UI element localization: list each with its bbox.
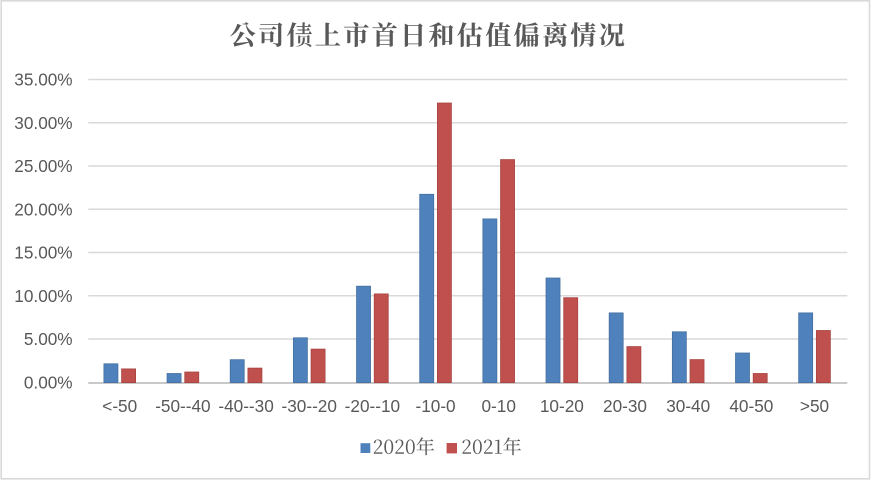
svg-text:0.00%: 0.00% [24, 372, 73, 392]
svg-text:30.00%: 30.00% [14, 113, 72, 133]
svg-text:-50--40: -50--40 [155, 396, 210, 416]
svg-text:>50: >50 [800, 396, 829, 416]
svg-text:25.00%: 25.00% [14, 156, 72, 176]
svg-text:15.00%: 15.00% [14, 243, 72, 263]
svg-text:30-40: 30-40 [666, 396, 710, 416]
svg-text:10-20: 10-20 [540, 396, 584, 416]
svg-text:40-50: 40-50 [729, 396, 773, 416]
svg-text:-20--10: -20--10 [345, 396, 400, 416]
svg-text:-40--30: -40--30 [218, 396, 273, 416]
svg-text:20.00%: 20.00% [14, 199, 72, 219]
svg-text:<-50: <-50 [102, 396, 137, 416]
svg-text:-10-0: -10-0 [415, 396, 455, 416]
svg-text:5.00%: 5.00% [24, 329, 73, 349]
svg-text:35.00%: 35.00% [14, 70, 72, 90]
svg-text:20-30: 20-30 [603, 396, 647, 416]
svg-text:-30--20: -30--20 [282, 396, 337, 416]
svg-text:0-10: 0-10 [482, 396, 516, 416]
svg-text:10.00%: 10.00% [14, 286, 72, 306]
